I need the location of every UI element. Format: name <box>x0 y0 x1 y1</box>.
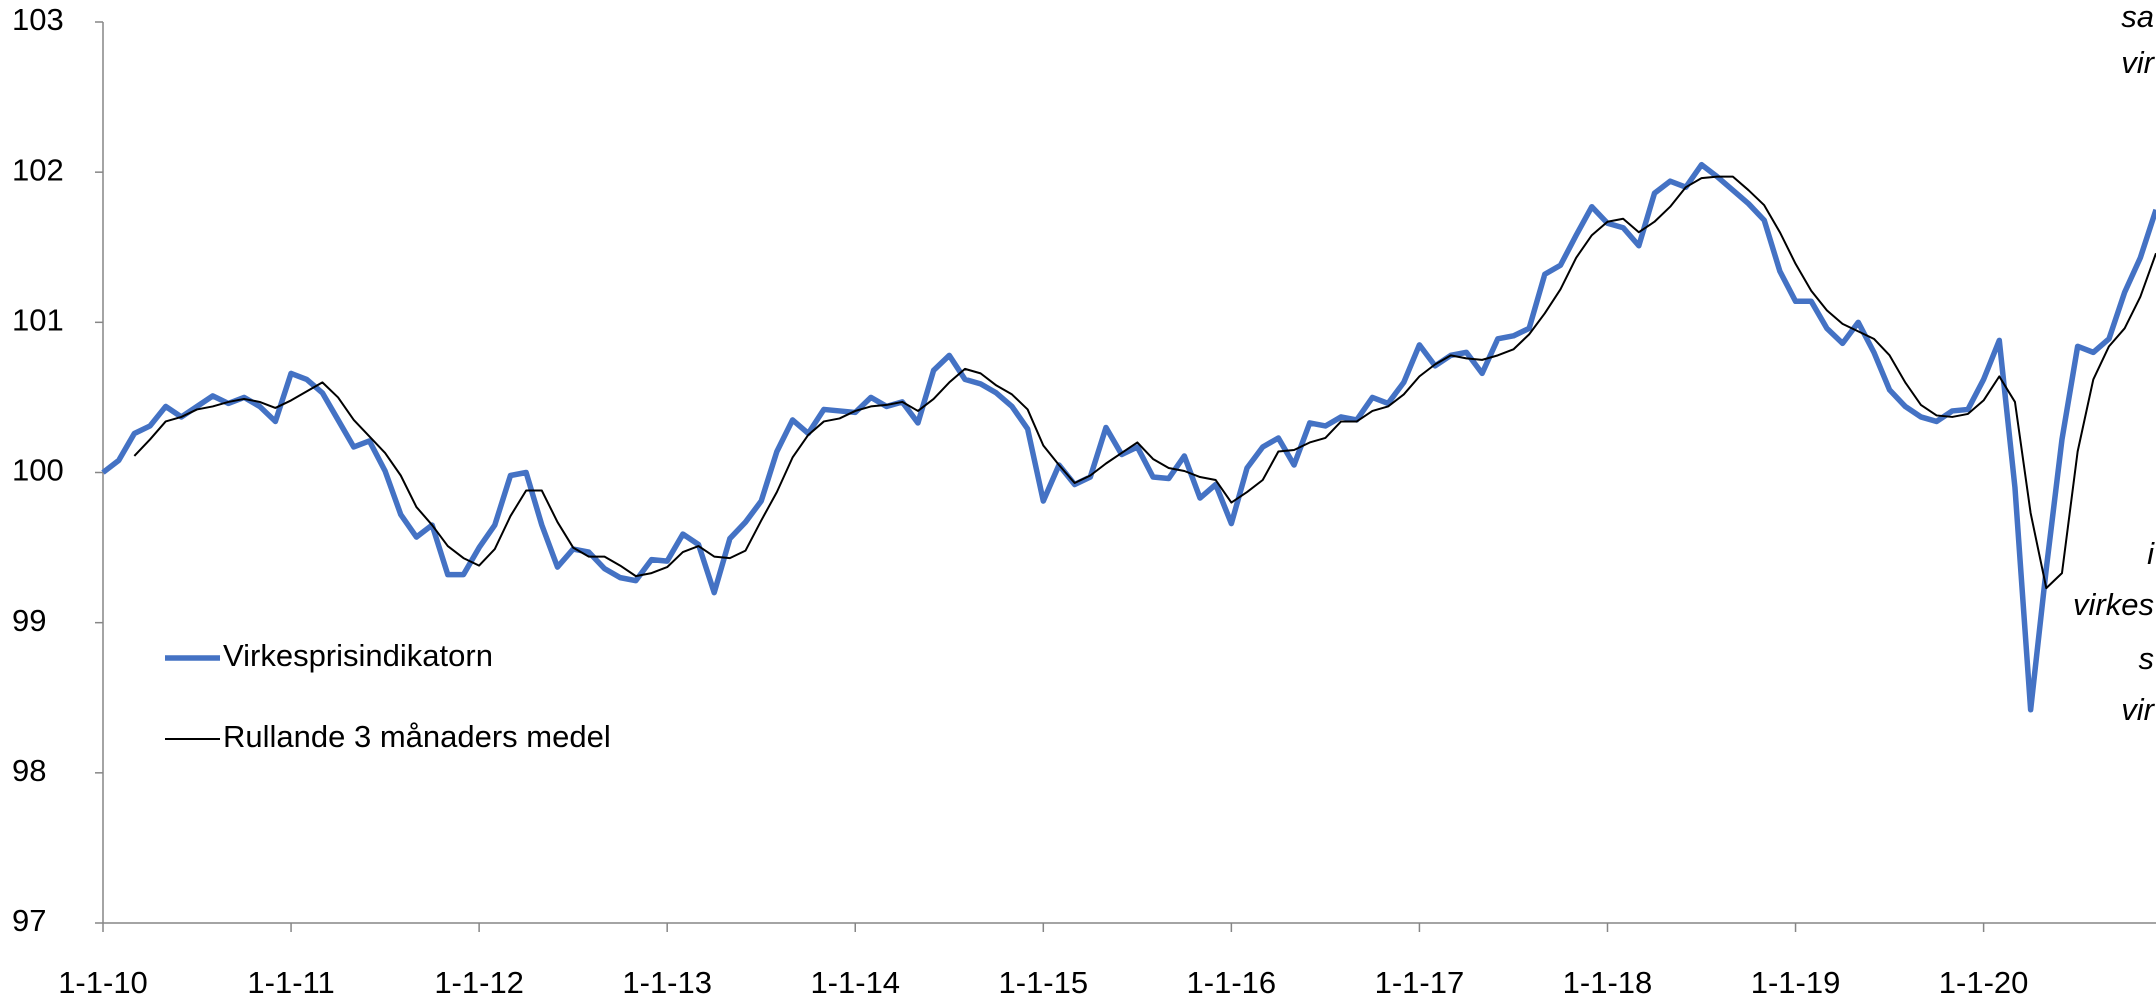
annotation: sa <box>2121 0 2154 34</box>
annotation: vir <box>2121 692 2155 727</box>
x-tick-label: 1-1-16 <box>1187 965 1277 1000</box>
annotation: s <box>2139 641 2155 676</box>
x-tick-label: 1-1-15 <box>999 965 1089 1000</box>
y-tick-label: 98 <box>12 753 46 788</box>
annotation: virkes <box>2073 587 2154 622</box>
x-tick-label: 1-1-18 <box>1563 965 1653 1000</box>
y-tick-label: 99 <box>12 603 46 638</box>
x-tick-label: 1-1-19 <box>1751 965 1841 1000</box>
x-tick-label: 1-1-20 <box>1939 965 2029 1000</box>
y-tick-label: 103 <box>12 2 64 37</box>
series-line <box>101 161 2156 713</box>
y-tick-label: 97 <box>12 903 46 938</box>
y-tick-label: 100 <box>12 453 64 488</box>
legend-label: Virkesprisindikatorn <box>223 638 493 673</box>
x-tick-label: 1-1-13 <box>622 965 712 1000</box>
x-tick-label: 1-1-14 <box>810 965 900 1000</box>
y-tick-label: 101 <box>12 303 64 338</box>
x-tick-label: 1-1-11 <box>247 965 334 1000</box>
legend-label: Rullande 3 månaders medel <box>223 719 611 754</box>
y-tick-label: 102 <box>12 152 64 187</box>
annotation: i <box>2147 536 2155 571</box>
x-tick-label: 1-1-17 <box>1375 965 1465 1000</box>
annotation: vir <box>2121 45 2155 80</box>
x-tick-label: 1-1-10 <box>58 965 148 1000</box>
x-tick-label: 1-1-12 <box>434 965 524 1000</box>
series-line <box>133 175 2156 590</box>
